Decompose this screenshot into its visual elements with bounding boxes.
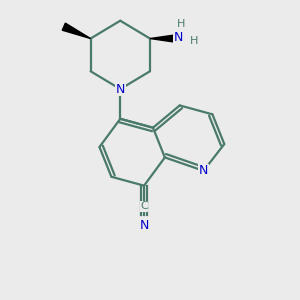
Text: N: N [199, 164, 208, 177]
Text: C: C [140, 202, 148, 212]
Polygon shape [62, 23, 91, 38]
Text: H: H [177, 19, 185, 29]
Text: N: N [116, 82, 125, 96]
Text: N: N [173, 32, 183, 44]
Text: H: H [190, 36, 198, 46]
Text: N: N [140, 219, 149, 232]
Polygon shape [150, 35, 177, 42]
